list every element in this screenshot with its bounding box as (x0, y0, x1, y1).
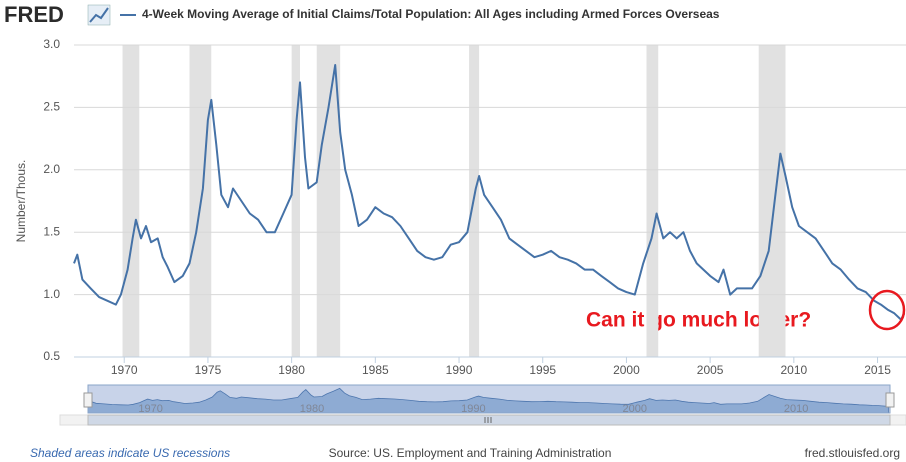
x-tick-label: 1985 (362, 363, 389, 377)
legend-entry: 4-Week Moving Average of Initial Claims/… (142, 7, 720, 21)
x-tick-label: 2000 (613, 363, 640, 377)
source: Source: US. Employment and Training Admi… (329, 446, 612, 460)
navigator-tick-label: 1980 (300, 403, 324, 415)
navigator-handle (83, 392, 93, 408)
highlight-circle (868, 289, 906, 331)
navigator-tick-label: 2010 (784, 403, 808, 415)
y-axis-label: Number/Thous. (14, 160, 28, 243)
logo-icon (87, 4, 111, 26)
site: fred.stlouisfed.org (805, 446, 900, 460)
recession-band (758, 45, 786, 357)
x-tick-label: 2005 (697, 363, 724, 377)
y-tick-label: 2.5 (43, 100, 60, 114)
y-tick-label: 1.0 (43, 287, 60, 301)
recession-band (646, 45, 659, 357)
recession-band (122, 45, 140, 357)
navigator-handle (885, 392, 895, 408)
x-tick-label: 1990 (446, 363, 473, 377)
x-tick-label: 1980 (278, 363, 305, 377)
scrollbar-thumb (87, 414, 891, 426)
y-tick-label: 2.0 (43, 162, 60, 176)
navigator-tick-label: 1970 (138, 403, 162, 415)
y-tick-label: 1.5 (43, 224, 60, 238)
x-tick-label: 1970 (111, 363, 138, 377)
logo: FRED (4, 2, 64, 27)
recession-band (316, 45, 341, 357)
y-tick-label: 0.5 (43, 349, 60, 363)
x-tick-label: 2015 (864, 363, 891, 377)
x-tick-label: 1975 (195, 363, 222, 377)
recession-band (291, 45, 300, 357)
recession-note: Shaded areas indicate US recessions (30, 446, 230, 460)
y-tick-label: 3.0 (43, 37, 60, 51)
navigator-area (87, 387, 889, 414)
navigator-window (87, 384, 891, 414)
annotation: Can it go much lower? (586, 309, 811, 332)
x-tick-label: 1995 (529, 363, 556, 377)
navigator-tick-label: 2000 (623, 403, 647, 415)
data-line (73, 64, 906, 321)
x-tick-label: 2010 (780, 363, 807, 377)
navigator-tick-label: 1990 (461, 403, 485, 415)
